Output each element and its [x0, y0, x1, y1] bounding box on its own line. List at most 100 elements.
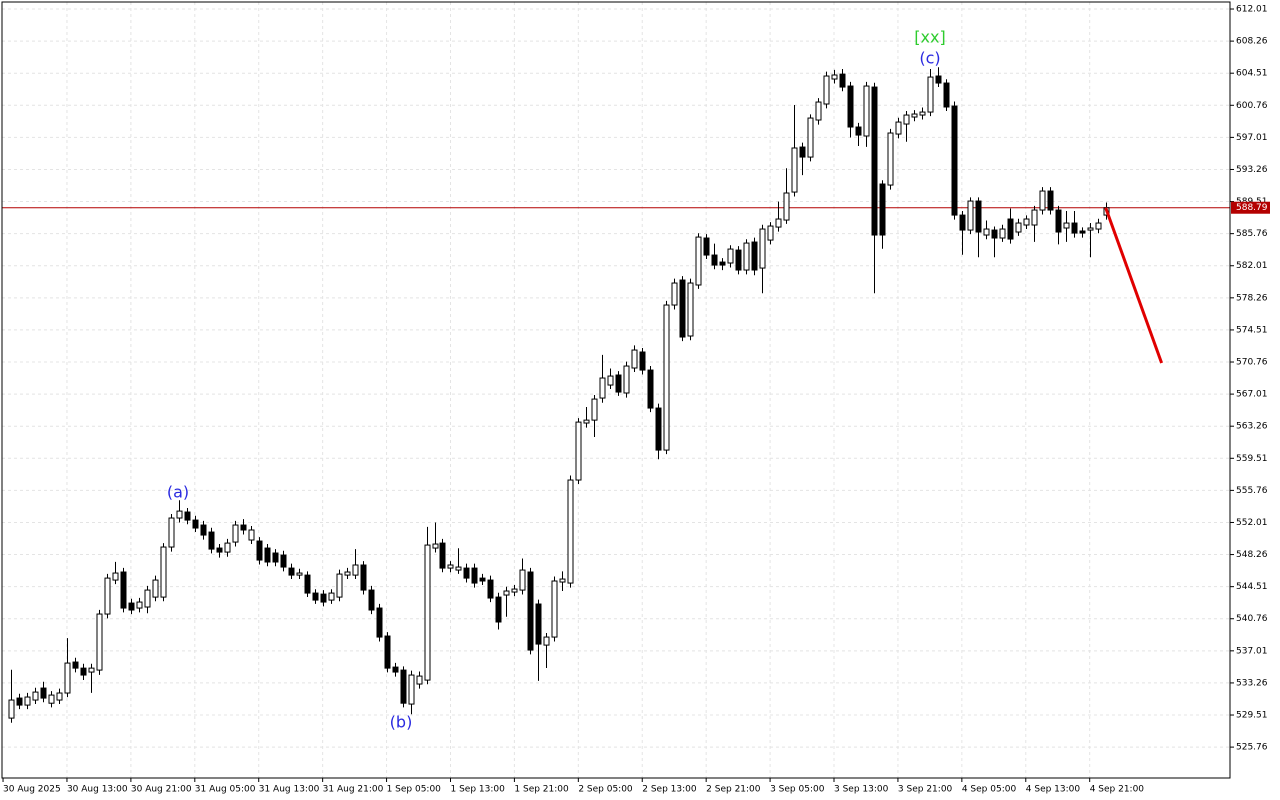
candle-body	[72, 661, 79, 669]
candle-body	[887, 132, 894, 186]
candle-body	[224, 542, 231, 553]
candle-body	[32, 691, 39, 701]
candle-body	[352, 564, 359, 576]
candle-body	[112, 572, 119, 581]
candle-body	[967, 200, 974, 231]
candle-body	[1007, 218, 1014, 240]
candle-body	[368, 589, 375, 611]
candle-body	[687, 282, 694, 337]
candle-body	[88, 667, 95, 673]
candle-body	[607, 375, 614, 386]
candle-body	[871, 86, 878, 236]
candle-body	[8, 699, 15, 719]
candle-body	[168, 517, 175, 548]
candle-body	[591, 398, 598, 421]
y-tick-label: 608.26	[1236, 37, 1268, 47]
candle-body	[384, 635, 391, 669]
candle-body	[1087, 227, 1094, 231]
candle-body	[991, 229, 998, 239]
candle-body	[679, 279, 686, 338]
candle-body	[919, 111, 926, 116]
candle-body	[136, 601, 143, 609]
candle-body	[455, 566, 462, 571]
candle-body	[479, 577, 486, 582]
candle-body	[663, 304, 670, 451]
candle-body	[432, 543, 439, 549]
y-tick-label: 604.51	[1236, 69, 1268, 79]
candle-body	[615, 374, 622, 393]
candle-body	[296, 572, 303, 576]
y-tick-label: 540.76	[1236, 614, 1268, 624]
candle-body	[751, 241, 758, 271]
candle-body	[975, 200, 982, 233]
candle-body	[575, 421, 582, 481]
candle-body	[312, 592, 319, 601]
candle-body	[272, 552, 279, 563]
candle-body	[360, 564, 367, 591]
candle-body	[527, 571, 534, 651]
candle-body	[320, 593, 327, 603]
candle-body	[823, 75, 830, 105]
y-tick-label: 612.01	[1236, 5, 1268, 15]
candle-body	[128, 602, 135, 611]
candle-body	[471, 567, 478, 584]
x-tick-label: 2 Sep 13:00	[642, 785, 697, 795]
x-tick-label: 30 Aug 21:00	[131, 785, 192, 795]
wave-label: (a)	[167, 483, 189, 502]
candle-body	[280, 554, 287, 568]
candle-body	[328, 592, 335, 601]
candle-body	[807, 117, 814, 158]
y-tick-label: 574.51	[1236, 325, 1268, 335]
y-tick-label: 597.01	[1236, 133, 1268, 143]
candle-body	[511, 588, 518, 593]
y-tick-label: 563.26	[1236, 422, 1268, 432]
candle-body	[559, 578, 566, 583]
plot-frame	[1, 1, 1231, 779]
candle-body	[487, 579, 494, 599]
candle-body	[903, 114, 910, 125]
y-tick-label: 555.76	[1236, 486, 1268, 496]
candle-body	[256, 540, 263, 561]
candle-body	[831, 74, 838, 80]
x-tick-label: 3 Sep 05:00	[770, 785, 825, 795]
candle-body	[1047, 190, 1054, 211]
candle-body	[447, 564, 454, 569]
candle-body	[535, 603, 542, 645]
y-tick-label: 570.76	[1236, 358, 1268, 368]
candle-body	[96, 613, 103, 671]
candle-body	[951, 105, 958, 216]
candle-body	[879, 183, 886, 236]
y-tick-label: 537.01	[1236, 646, 1268, 656]
candle-body	[567, 479, 574, 584]
candle-body	[1015, 222, 1022, 233]
candle-body	[519, 569, 526, 591]
current-price-box	[1231, 201, 1270, 214]
y-tick-label: 593.26	[1236, 165, 1268, 175]
y-tick-label: 582.01	[1236, 261, 1268, 271]
candle-body	[144, 589, 151, 608]
candle-body	[1055, 209, 1062, 233]
candle-body	[855, 126, 862, 136]
x-tick-label: 2 Sep 21:00	[706, 785, 761, 795]
candle-body	[24, 696, 31, 706]
candle-body	[639, 351, 646, 371]
candle-body	[416, 675, 423, 685]
candle-body	[40, 687, 47, 699]
candle-body	[304, 574, 311, 594]
candle-body	[647, 369, 654, 409]
x-tick-label: 2 Sep 05:00	[578, 785, 633, 795]
x-tick-label: 1 Sep 05:00	[387, 785, 442, 795]
candle-body	[56, 692, 63, 701]
candle-body	[847, 85, 854, 128]
candle-body	[719, 261, 726, 266]
candle-body	[176, 510, 183, 519]
candle-body	[839, 73, 846, 88]
candle-body	[16, 697, 23, 706]
candle-body	[551, 580, 558, 638]
y-tick-label: 525.76	[1236, 743, 1268, 753]
candle-body	[775, 218, 782, 228]
candle-body	[911, 113, 918, 118]
candle-body	[1023, 218, 1030, 226]
